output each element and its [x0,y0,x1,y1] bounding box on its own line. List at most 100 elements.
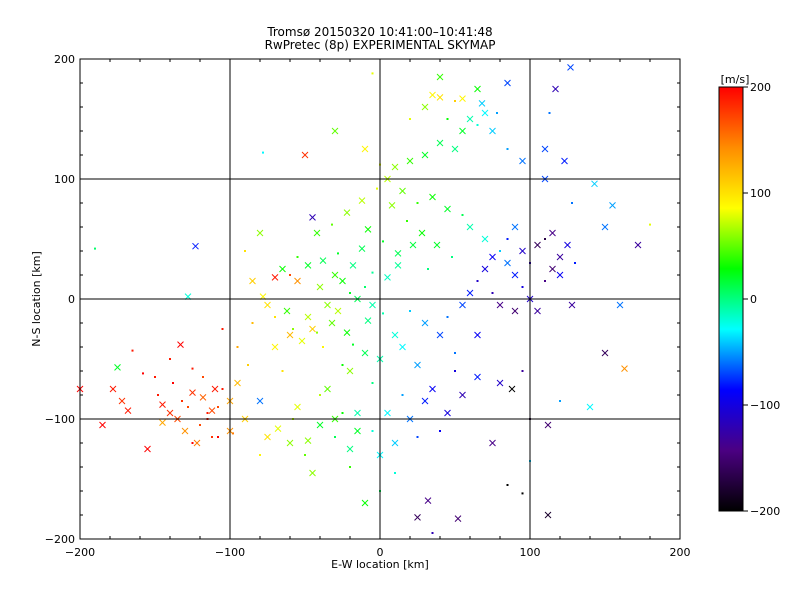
scatter-point [439,430,441,432]
scatter-point [459,391,466,399]
scatter-point [489,127,496,135]
scatter-point [271,274,279,281]
scatter-point [181,427,189,435]
scatter-point [262,151,264,154]
scatter-point [454,352,456,354]
colorbar-unit: [m/s] [721,73,750,86]
scatter-point [154,376,156,378]
scatter-point [192,242,199,250]
scatter-point [217,406,219,408]
scatter-point [236,346,239,348]
scatter-point [421,103,429,111]
scatter-point [601,349,609,357]
scatter-point [364,286,366,288]
scatter-point [391,439,399,447]
scatter-point [289,274,291,276]
scatter-point [371,271,374,274]
scatter-point [334,436,336,438]
scatter-point [349,466,351,468]
scatter-point [519,157,526,165]
x-axis-label: E-W location [km] [331,558,429,571]
scatter-point [193,439,201,447]
scatter-point [429,193,436,201]
chart-subtitle: RwPretec (8p) EXPERIMENTAL SKYMAP [264,38,496,52]
scatter-point [649,223,651,226]
scatter-point [399,187,406,195]
scatter-point [264,433,271,441]
scatter-point [358,245,366,252]
scatter-point [616,301,624,309]
scatter-point [286,331,294,339]
scatter-point [309,325,316,333]
scatter-point [481,235,489,243]
scatter-point [418,229,426,237]
scatter-point [384,274,391,281]
scatter-point [416,436,419,438]
scatter-point [601,223,609,231]
scatter-point [391,331,399,339]
scatter-point [474,331,481,339]
scatter-point [489,439,496,447]
x-tick-label: 0 [377,546,384,559]
x-tick-labels: −200 −100 0 100 200 [65,546,691,559]
scatter-point [118,397,126,405]
scatter-point [217,436,219,438]
x-tick-label: −200 [65,546,95,559]
scatter-point [544,238,546,240]
scatter-point [429,91,436,99]
scatter-point [304,454,306,456]
scatter-point [511,223,519,231]
scatter-point [548,112,551,114]
scatter-point [521,370,524,372]
scatter-point [202,376,204,378]
scatter-point [394,262,402,269]
y-tick-label: −100 [45,413,75,426]
scatter-point [436,94,444,101]
scatter-point [337,252,339,255]
y-tick-labels: 200 100 0 −100 −200 [45,53,75,546]
scatter-point [634,241,642,249]
scatter-point [244,250,246,252]
scatter-point [304,313,312,321]
scatter-point [181,400,183,402]
scatter-point [166,409,174,417]
scatter-point [211,436,213,438]
scatter-point [454,515,462,522]
scatter-point [591,180,598,188]
scatter-point [394,472,396,474]
scatter-point [369,301,376,309]
scatter-point [388,202,396,209]
scatter-point [399,343,406,351]
scatter-point [371,430,374,432]
colorbar-tick-label: −100 [750,399,780,412]
scatter-point [349,292,351,294]
scatter-point [459,301,466,309]
scatter-point [256,229,264,237]
scatter-point [352,343,354,346]
scatter-point [474,373,481,381]
scatter-point [541,145,549,153]
scatter-point [549,229,556,237]
scatter-point [506,148,509,150]
scatter-point [296,256,299,258]
scatter-point [421,319,429,327]
scatter-point [504,79,511,87]
scatter-point [271,343,279,351]
scatter-point [519,247,526,255]
scatter-point [609,202,616,209]
scatter-point [416,202,419,204]
scatter-point [283,307,291,315]
scatter-point [409,241,417,249]
scatter-point [316,421,324,429]
scatter-point [394,250,402,257]
scatter-point [206,412,209,414]
scatter-point [431,532,434,534]
scatter-point [427,268,429,270]
scatter-point [292,328,294,330]
scatter-point [436,73,444,81]
scatter-point [391,163,399,171]
grid-lines [79,58,681,540]
scatter-point [433,241,441,249]
scatter-point [544,280,546,282]
scatter-point [499,250,501,252]
